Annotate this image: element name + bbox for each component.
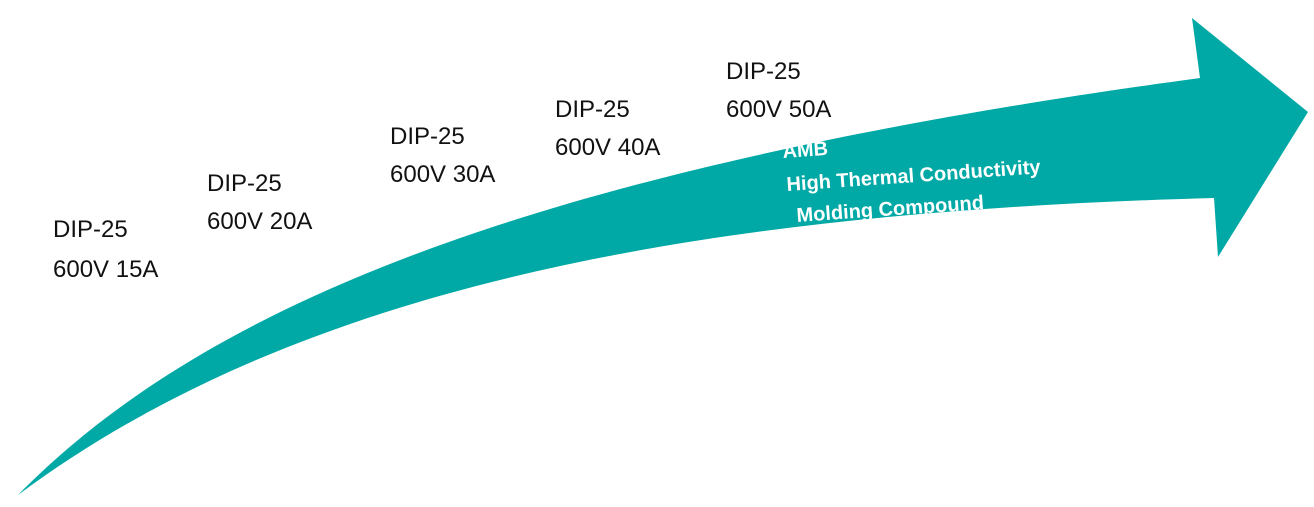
stage-rating: 600V 20A (207, 208, 312, 235)
growth-arrow (18, 18, 1308, 495)
stage-package: DIP-25 (53, 216, 128, 243)
stage-rating: 600V 15A (53, 256, 158, 283)
stage-package: DIP-25 (726, 58, 801, 85)
stage-package: DIP-25 (207, 170, 282, 197)
stage-package: DIP-25 (390, 123, 465, 150)
stage-package: DIP-25 (555, 96, 630, 123)
stage-rating: 600V 40A (555, 134, 660, 161)
stage-rating: 600V 30A (390, 161, 495, 188)
arrow-text: AMB (782, 138, 829, 163)
stage-rating: 600V 50A (726, 96, 831, 123)
stage-labels: DIP-25 600V 15A DIP-25 600V 20A DIP-25 6… (53, 58, 831, 283)
